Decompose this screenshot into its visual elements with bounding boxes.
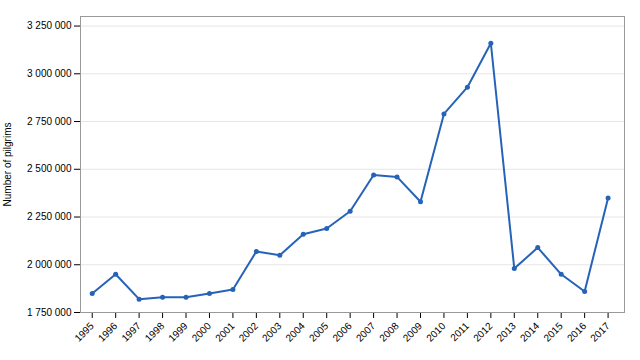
svg-text:2 500 000: 2 500 000 bbox=[27, 163, 72, 174]
svg-text:2007: 2007 bbox=[354, 320, 378, 344]
svg-text:2 250 000: 2 250 000 bbox=[27, 211, 72, 222]
svg-text:2 750 000: 2 750 000 bbox=[27, 116, 72, 127]
svg-text:1995: 1995 bbox=[72, 320, 96, 344]
svg-text:1997: 1997 bbox=[119, 320, 143, 344]
svg-text:2006: 2006 bbox=[330, 320, 354, 344]
svg-text:1998: 1998 bbox=[143, 320, 167, 344]
svg-text:2000: 2000 bbox=[190, 320, 214, 344]
svg-text:2003: 2003 bbox=[260, 320, 284, 344]
svg-text:3 000 000: 3 000 000 bbox=[27, 68, 72, 79]
svg-text:2014: 2014 bbox=[518, 320, 542, 344]
svg-text:Number of pilgrims: Number of pilgrims bbox=[2, 123, 13, 207]
svg-text:2001: 2001 bbox=[213, 320, 237, 344]
svg-text:2 000 000: 2 000 000 bbox=[27, 259, 72, 270]
svg-text:2016: 2016 bbox=[565, 320, 589, 344]
svg-text:1999: 1999 bbox=[166, 320, 190, 344]
svg-text:1996: 1996 bbox=[96, 320, 120, 344]
svg-text:2004: 2004 bbox=[283, 320, 307, 344]
svg-text:2013: 2013 bbox=[494, 320, 518, 344]
svg-text:2002: 2002 bbox=[237, 320, 261, 344]
svg-text:2005: 2005 bbox=[307, 320, 331, 344]
svg-text:2010: 2010 bbox=[424, 320, 448, 344]
svg-text:2015: 2015 bbox=[541, 320, 565, 344]
svg-text:2008: 2008 bbox=[377, 320, 401, 344]
svg-text:2012: 2012 bbox=[471, 320, 495, 344]
svg-text:1 750 000: 1 750 000 bbox=[27, 307, 72, 318]
svg-text:2017: 2017 bbox=[588, 320, 612, 344]
svg-text:2009: 2009 bbox=[401, 320, 425, 344]
svg-text:2011: 2011 bbox=[448, 320, 471, 343]
svg-text:3 250 000: 3 250 000 bbox=[27, 20, 72, 31]
